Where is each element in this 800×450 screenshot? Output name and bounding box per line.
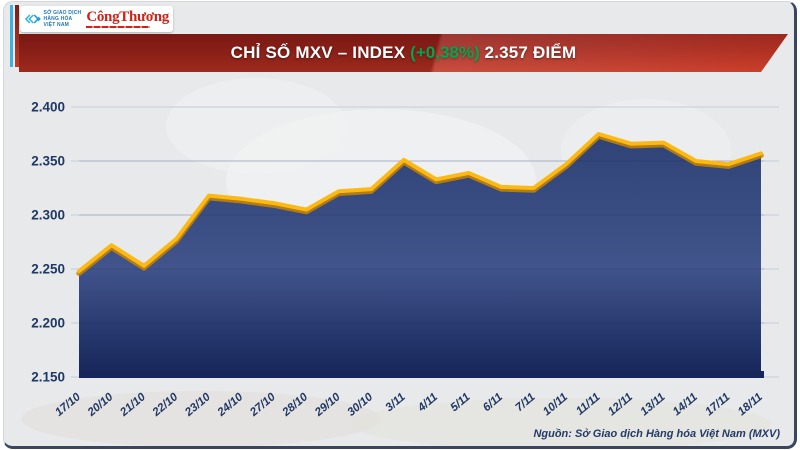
y-tick-label: 2.300 [31, 208, 65, 223]
source-caption: Nguồn: Sở Giao dịch Hàng hóa Việt Nam (M… [533, 428, 780, 440]
area-fill [79, 134, 761, 378]
mxv-logo-line: SỞ GIAO DỊCH [43, 9, 82, 16]
mxv-chevrons-icon [24, 14, 41, 24]
congthuong-logo-rule [86, 26, 151, 28]
logo-box: SỞ GIAO DỊCH HÀNG HÓA VIỆT NAM CôngThươn… [20, 6, 173, 32]
congthuong-logo: CôngThương [86, 10, 169, 28]
content-card: 2.400 2.350 2.300 2.250 2.200 2.150 17/10 20/10… [3, 1, 797, 449]
y-tick-label: 2.350 [31, 154, 65, 169]
y-tick-label: 2.250 [31, 262, 65, 277]
left-accent-red-stripe [15, 5, 19, 67]
mxv-logo-line: HÀNG HÓA [43, 15, 73, 22]
mxv-logo-line: VIỆT NAM [43, 22, 70, 29]
index-line [77, 132, 763, 274]
chart-title-suffix: 2.357 ĐIỂM [479, 43, 577, 62]
left-accent-cyan-stripe [10, 5, 13, 67]
congthuong-logo-text: CôngThương [86, 9, 169, 25]
title-change-badge: (+0,38%) [410, 43, 480, 62]
y-tick-label: 2.400 [31, 100, 65, 115]
y-tick-label: 2.200 [31, 316, 65, 331]
title-banner: CHỈ SỐ MXV – INDEX (+0,38%) 2.357 ĐIỂM [19, 34, 788, 72]
chart-title-prefix: CHỈ SỐ MXV – INDEX [230, 43, 411, 62]
y-tick-label: 2.150 [31, 370, 65, 385]
mxv-logo-text: SỞ GIAO DỊCH HÀNG HÓA VIỆT NAM [44, 10, 82, 29]
